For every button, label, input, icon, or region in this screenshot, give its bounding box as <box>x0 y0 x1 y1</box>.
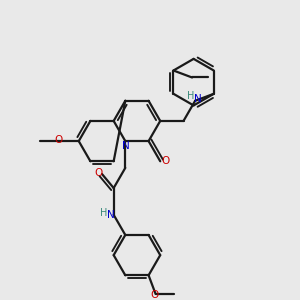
Text: O: O <box>162 156 170 166</box>
Text: O: O <box>94 168 103 178</box>
Text: N: N <box>107 210 115 220</box>
Text: H: H <box>100 208 107 218</box>
Text: N: N <box>194 94 202 104</box>
Text: H: H <box>187 91 195 101</box>
Text: O: O <box>150 290 159 300</box>
Text: O: O <box>54 135 62 146</box>
Text: N: N <box>122 141 130 151</box>
